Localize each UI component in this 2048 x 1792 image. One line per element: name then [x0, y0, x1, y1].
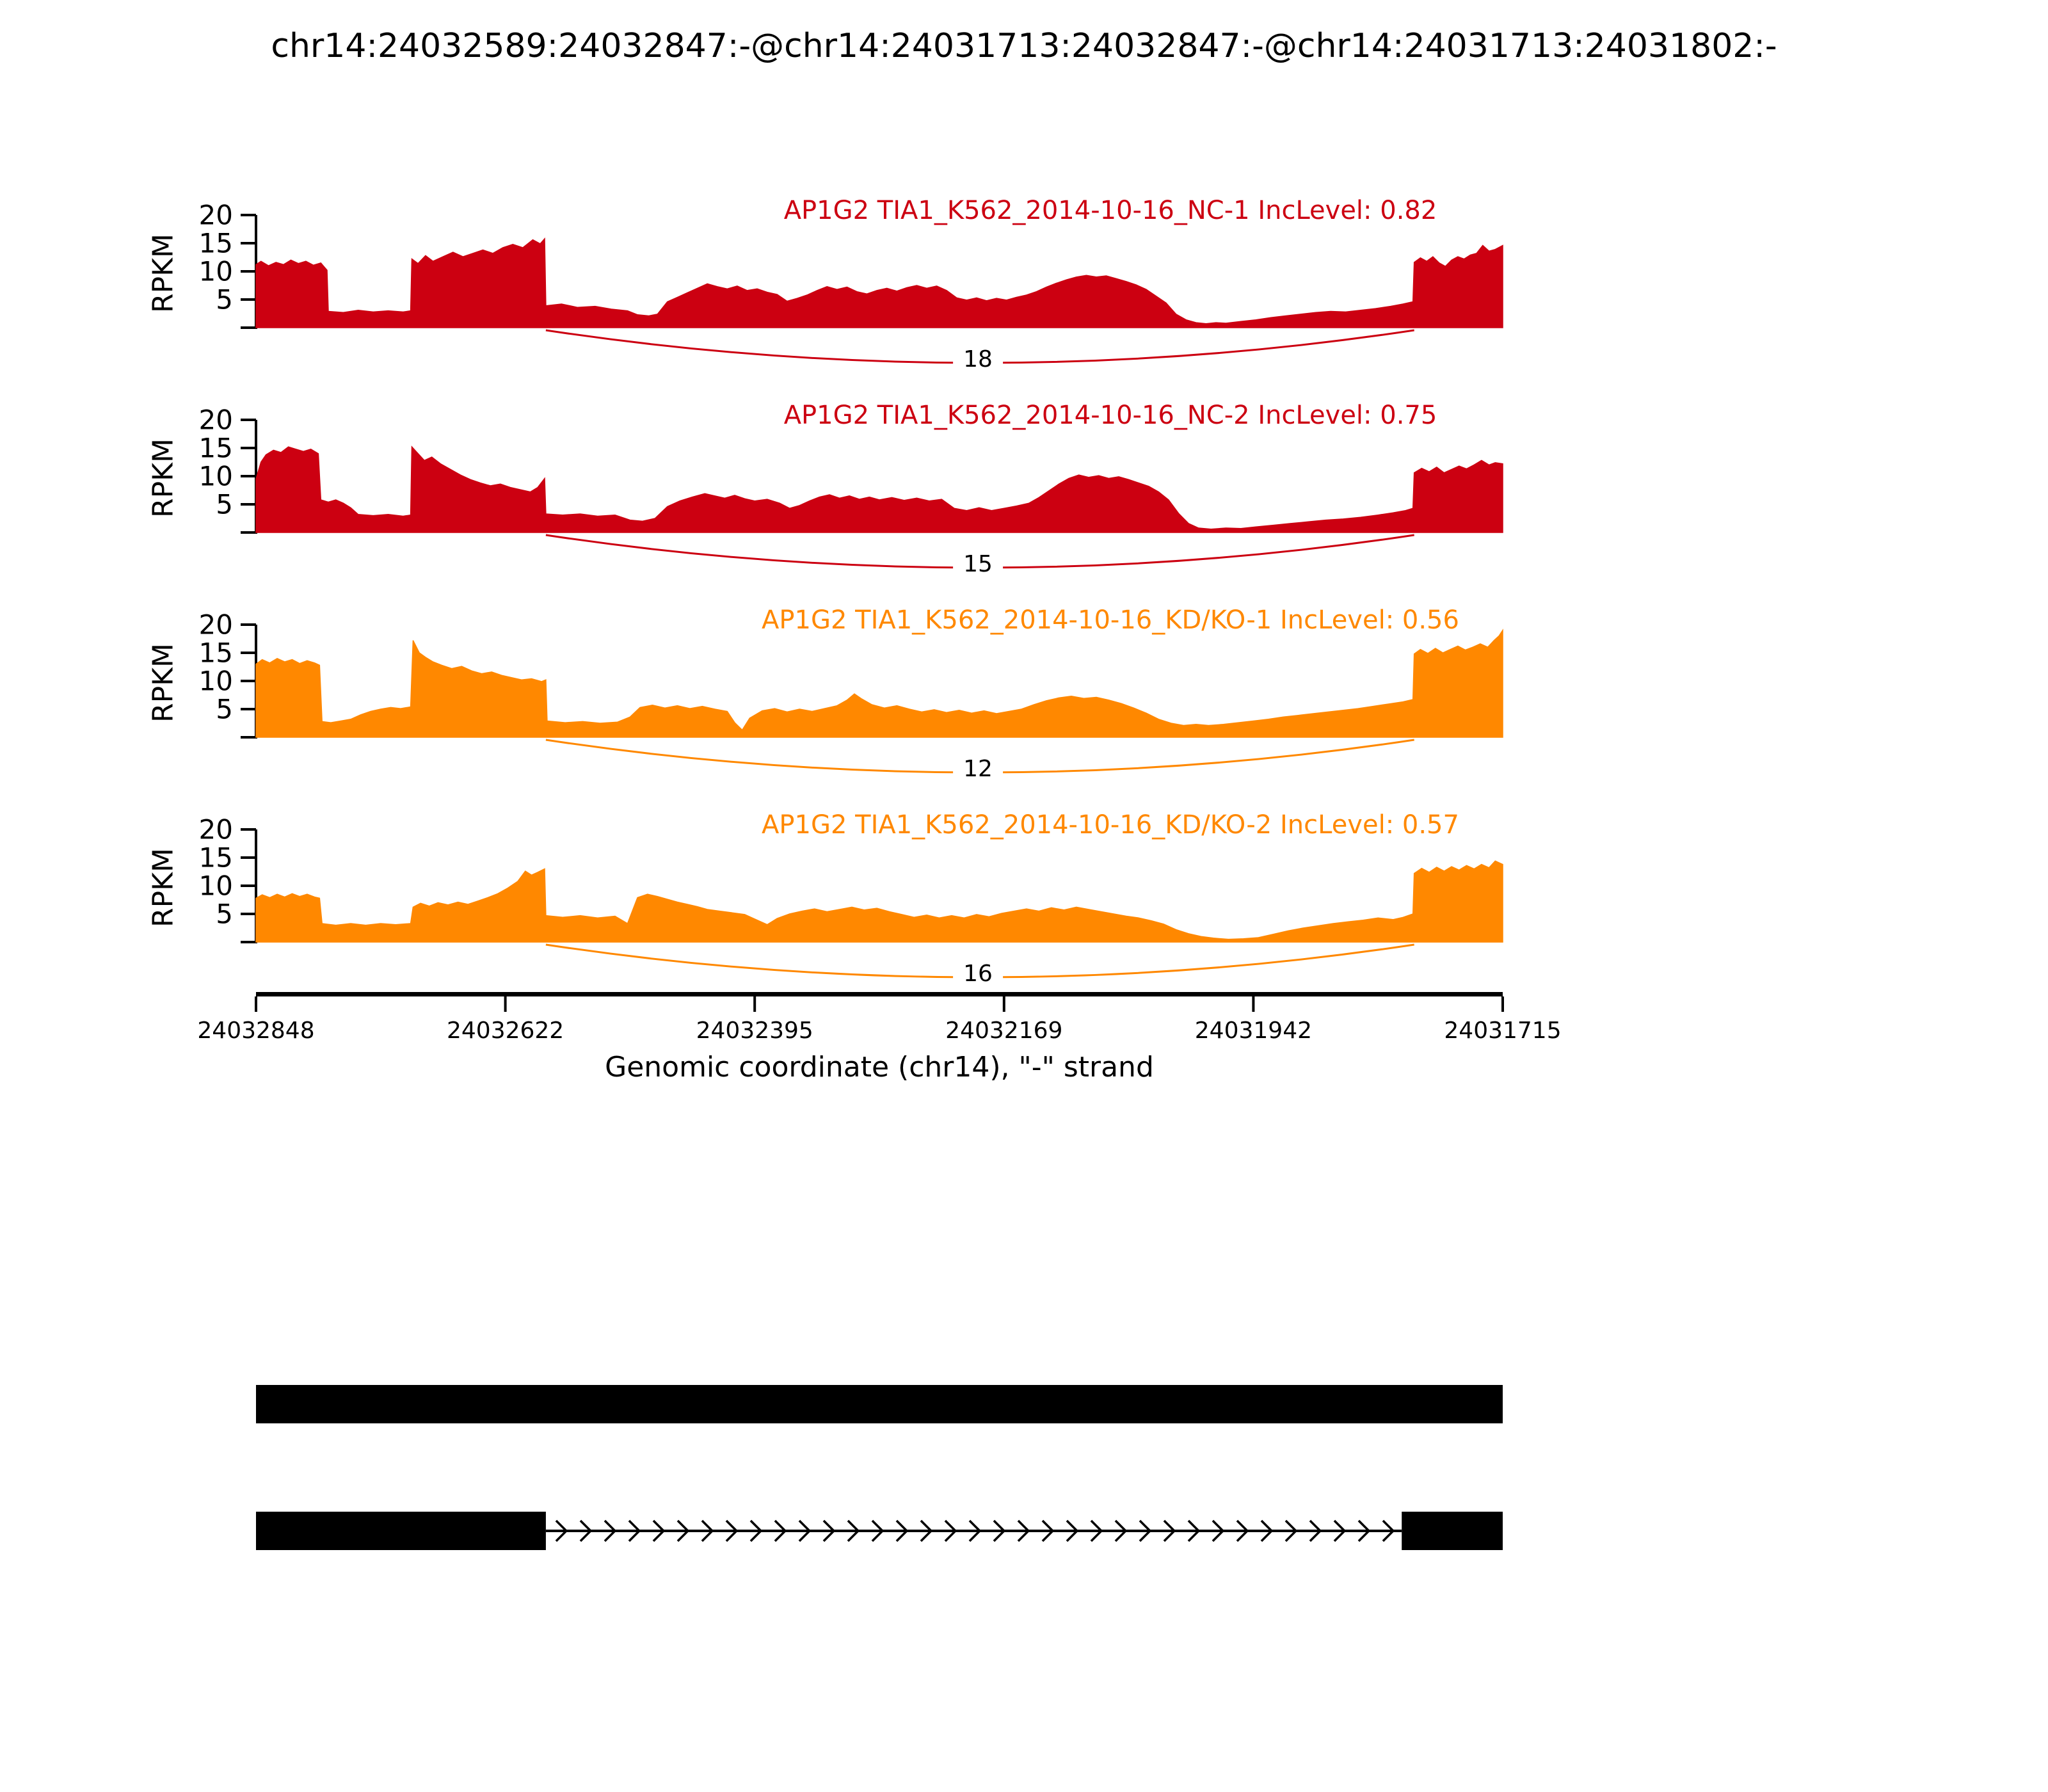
coverage-area: [255, 445, 1503, 533]
x-tick-label: 24031942: [1194, 1018, 1313, 1044]
x-tick-label: 24031715: [1444, 1018, 1562, 1044]
strand-arrow: [774, 1519, 787, 1542]
y-axis-title: RPKM: [147, 848, 180, 927]
x-tick-label: 24032622: [446, 1018, 564, 1044]
y-tick-label: 10: [199, 666, 233, 697]
strand-arrow: [1357, 1519, 1371, 1542]
y-tick-label: 5: [216, 284, 233, 316]
y-axis-title: RPKM: [147, 643, 180, 723]
exon-bar: [1402, 1512, 1503, 1550]
junction-count: 18: [953, 347, 1003, 372]
strand-arrow: [749, 1519, 763, 1542]
strand-arrow: [604, 1519, 617, 1542]
y-tick-label: 15: [199, 842, 233, 874]
x-tick-label: 24032169: [945, 1018, 1063, 1044]
x-axis-title: Genomic coordinate (chr14), "-" strand: [605, 1051, 1154, 1084]
coverage-area: [255, 237, 1503, 328]
y-axis-title: RPKM: [147, 234, 180, 313]
strand-arrow: [798, 1519, 812, 1542]
strand-arrow: [555, 1519, 568, 1542]
y-tick-label: 20: [199, 404, 233, 436]
strand-arrow: [1236, 1519, 1249, 1542]
strand-arrow: [1284, 1519, 1298, 1542]
strand-arrow: [871, 1519, 884, 1542]
x-axis: [255, 992, 1504, 1012]
strand-arrow: [847, 1519, 860, 1542]
strand-arrow: [1066, 1519, 1079, 1542]
strand-arrow: [628, 1519, 641, 1542]
track-label: AP1G2 TIA1_K562_2014-10-16_NC-1 IncLevel…: [783, 196, 1437, 225]
strand-arrow: [676, 1519, 690, 1542]
strand-arrow: [579, 1519, 593, 1542]
y-tick-label: 15: [199, 228, 233, 259]
coverage-area: [255, 628, 1503, 738]
strand-arrow: [1382, 1519, 1395, 1542]
y-tick-label: 5: [216, 899, 233, 930]
strand-arrow: [1139, 1519, 1152, 1542]
strand-arrow: [944, 1519, 957, 1542]
y-tick-label: 5: [216, 489, 233, 520]
strand-arrow: [1260, 1519, 1274, 1542]
strand-arrow: [1041, 1519, 1055, 1542]
strand-arrow: [822, 1519, 836, 1542]
track-label: AP1G2 TIA1_K562_2014-10-16_NC-2 IncLevel…: [783, 401, 1437, 430]
junction-count: 15: [953, 552, 1003, 577]
strand-arrow: [1017, 1519, 1030, 1542]
x-axis-line: [256, 992, 1503, 996]
y-tick-label: 15: [199, 637, 233, 669]
x-tick-label: 24032395: [696, 1018, 813, 1044]
y-tick-label: 20: [199, 814, 233, 845]
junction-count: 12: [953, 756, 1003, 782]
y-tick-label: 20: [199, 200, 233, 231]
strand-arrow: [993, 1519, 1006, 1542]
y-tick-label: 10: [199, 256, 233, 287]
strand-arrow: [920, 1519, 933, 1542]
strand-arrow: [1114, 1519, 1128, 1542]
junction-count: 16: [953, 961, 1003, 987]
y-tick-label: 20: [199, 609, 233, 641]
x-tick-label: 24032848: [197, 1018, 315, 1044]
strand-arrow: [895, 1519, 909, 1542]
exon-bar: [256, 1512, 546, 1550]
strand-arrow: [725, 1519, 739, 1542]
strand-arrow: [1163, 1519, 1176, 1542]
y-tick-label: 5: [216, 694, 233, 725]
strand-arrow: [652, 1519, 666, 1542]
y-tick-label: 15: [199, 433, 233, 464]
coverage-area: [255, 860, 1503, 943]
strand-arrow: [1212, 1519, 1225, 1542]
y-tick-label: 10: [199, 461, 233, 492]
figure-title: chr14:24032589:24032847:-@chr14:24031713…: [271, 27, 1777, 65]
y-axis-title: RPKM: [147, 438, 180, 518]
strand-arrow: [1309, 1519, 1322, 1542]
track-label: AP1G2 TIA1_K562_2014-10-16_KD/KO-1 IncLe…: [762, 605, 1459, 635]
strand-arrow: [1090, 1519, 1103, 1542]
strand-arrow: [701, 1519, 714, 1542]
y-tick-label: 10: [199, 870, 233, 902]
strand-arrow: [968, 1519, 982, 1542]
strand-arrow: [1187, 1519, 1201, 1542]
gene-model: [256, 1385, 1503, 1550]
track-label: AP1G2 TIA1_K562_2014-10-16_KD/KO-2 IncLe…: [762, 810, 1459, 840]
exon-bar: [256, 1385, 1503, 1423]
strand-arrow: [1333, 1519, 1347, 1542]
